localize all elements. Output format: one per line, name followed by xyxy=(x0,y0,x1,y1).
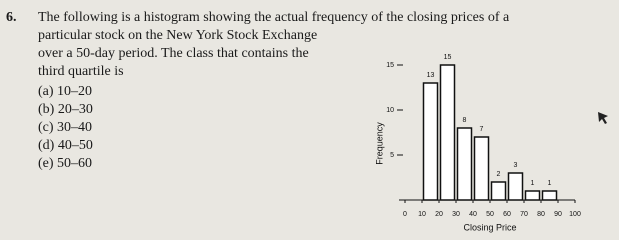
bar xyxy=(422,82,439,201)
x-tick-label: 20 xyxy=(435,211,443,218)
value-label: 2 xyxy=(497,171,501,178)
option: (d) 40–50 xyxy=(38,138,93,153)
bar xyxy=(490,181,507,201)
x-tick-label: 60 xyxy=(503,211,511,218)
x-tick-label: 30 xyxy=(452,211,460,218)
option: (b) 20–30 xyxy=(38,102,93,117)
value-label: 13 xyxy=(427,72,435,79)
question-line: particular stock on the New York Stock E… xyxy=(38,28,318,43)
question-line: third quartile is xyxy=(38,64,124,79)
y-tick-label: 5 xyxy=(390,152,394,159)
x-tick-label: 40 xyxy=(469,211,477,218)
x-tick-label: 0 xyxy=(403,211,407,218)
question-number: 6. xyxy=(6,10,17,25)
cursor xyxy=(598,112,608,124)
value-label: 1 xyxy=(531,180,535,187)
bar xyxy=(456,127,473,201)
value-label: 7 xyxy=(480,126,484,133)
value-label: 8 xyxy=(463,117,467,124)
question-line: over a 50-day period. The class that con… xyxy=(38,46,309,61)
value-label: 1 xyxy=(548,180,552,187)
bar xyxy=(541,190,558,201)
y-tick-label: 15 xyxy=(386,62,394,69)
option: (a) 10–20 xyxy=(38,84,93,99)
option: (e) 50–60 xyxy=(38,156,93,171)
value-label: 3 xyxy=(514,162,518,169)
bar xyxy=(524,190,541,201)
x-axis-label: Closing Price xyxy=(463,222,516,232)
option: (c) 30–40 xyxy=(38,120,93,135)
x-tick-label: 90 xyxy=(554,211,562,218)
bar xyxy=(473,136,490,201)
y-axis-label: Frequency xyxy=(374,122,384,165)
value-label: 15 xyxy=(444,54,452,61)
x-tick-label: 10 xyxy=(418,211,426,218)
x-tick-label: 70 xyxy=(520,211,528,218)
bar xyxy=(439,64,456,201)
bar xyxy=(507,172,524,201)
question-line: The following is a histogram showing the… xyxy=(38,10,510,25)
x-tick-label: 100 xyxy=(569,211,581,218)
x-tick-label: 80 xyxy=(537,211,545,218)
x-tick-label: 50 xyxy=(486,211,494,218)
y-tick-label: 10 xyxy=(386,107,394,114)
